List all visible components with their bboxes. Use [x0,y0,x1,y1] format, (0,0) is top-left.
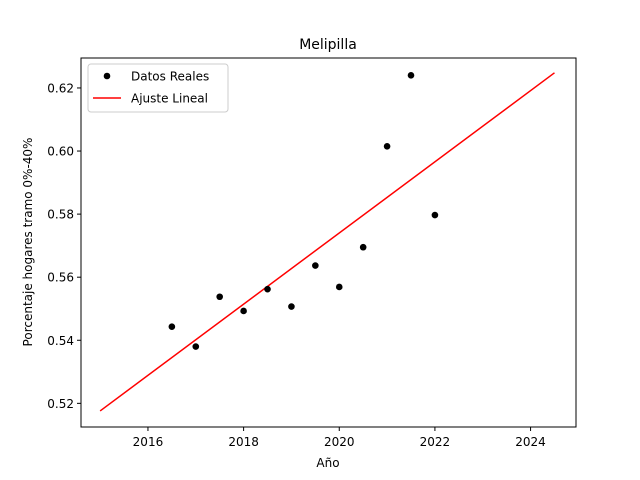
x-tick-label: 2018 [228,435,259,449]
data-point [312,262,319,269]
data-point [168,323,176,331]
x-axis-label: Año [316,456,339,470]
fit-line [99,72,555,412]
x-tick-label: 2016 [133,435,164,449]
axes-frame [80,57,577,428]
chart-title: Melipilla [299,37,357,53]
y-tick-label: 0.54 [47,334,74,348]
y-tick-label: 0.60 [47,145,74,159]
data-point [431,211,439,219]
data-point [288,303,295,310]
data-point [216,293,223,301]
data-point [335,283,343,291]
y-tick-label: 0.52 [47,397,74,411]
y-tick-label: 0.58 [47,208,74,222]
x-tick-label: 2022 [420,435,451,449]
y-tick-label: 0.62 [47,81,74,95]
data-point [192,343,200,350]
x-tick-label: 2020 [324,435,355,449]
data-point [383,143,391,150]
legend-marker-points [103,72,111,80]
legend-box [87,63,229,113]
data-point [407,72,415,79]
data-point [359,243,367,251]
x-tick-label: 2024 [515,435,546,449]
data-point [264,285,271,293]
data-point [240,307,247,315]
y-tick-label: 0.56 [47,271,74,285]
y-axis-label: Porcentaje hogares tramo 0%-40% [21,138,35,347]
legend: Datos Reales Ajuste Lineal [87,63,229,113]
legend-label: Ajuste Lineal [131,92,208,106]
legend-label: Datos Reales [131,70,209,84]
plot-area: 2016 2018 2020 2022 2024 0.52 0.54 0.56 0.58 0.60… [47,57,577,449]
